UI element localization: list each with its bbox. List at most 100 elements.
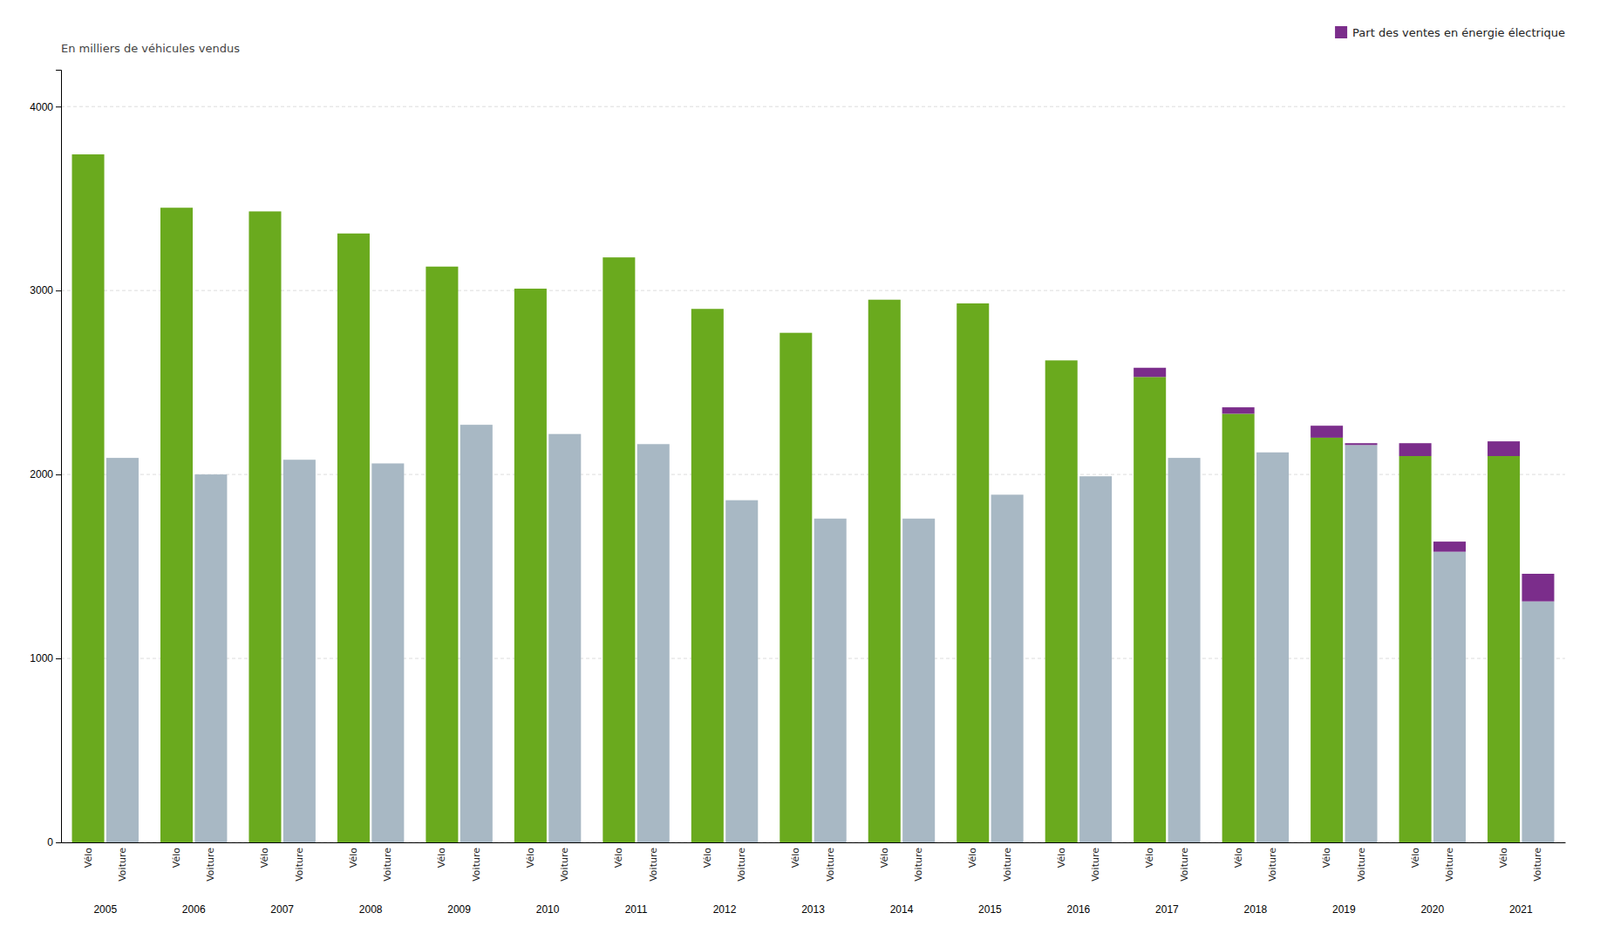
y-axis: 0 1000 2000 3000 4000 xyxy=(29,70,62,850)
x-tick: 2006 xyxy=(182,842,206,916)
bar-segment xyxy=(1433,541,1466,552)
y-tick-mark xyxy=(55,106,62,108)
sub-category-label: Voiture xyxy=(1355,847,1368,882)
bar-segment xyxy=(868,299,901,300)
y-tick-mark xyxy=(55,842,62,844)
y-axis-line xyxy=(55,70,62,844)
y-tick: 1000 xyxy=(29,652,62,665)
bar-segment xyxy=(514,288,547,290)
sub-category-label: Voiture xyxy=(204,847,217,882)
bar-segment xyxy=(1345,444,1378,843)
x-tick-label: 2015 xyxy=(978,903,1002,916)
bar-segment xyxy=(337,233,370,843)
y-tick-label: 2000 xyxy=(29,468,54,481)
sub-category-label: Vélo xyxy=(524,847,537,868)
bar-segment xyxy=(283,459,316,843)
bar-segment xyxy=(194,474,227,476)
x-tick: 2021 xyxy=(1509,842,1533,916)
x-tick: 2014 xyxy=(890,842,914,916)
sub-category-label: Voiture xyxy=(293,847,306,882)
sub-category-label: Voiture xyxy=(381,847,394,882)
sub-labels: Vélo Voiture Vélo Voiture Vélo Voiture Vélo Voi… xyxy=(82,847,1545,882)
x-tick-label: 2007 xyxy=(270,903,294,916)
y-tick-label: 1000 xyxy=(29,652,54,665)
bars xyxy=(72,154,1555,843)
plot: 0100020003000400020052006200720082009201… xyxy=(29,26,1566,916)
bar-segment xyxy=(1487,441,1520,457)
bar-segment xyxy=(956,302,989,304)
sub-category-label: Vélo xyxy=(347,847,360,868)
bar-segment xyxy=(1433,551,1466,843)
bar-segment xyxy=(691,308,724,310)
y-tick: 3000 xyxy=(29,284,62,297)
y-tick: 0 xyxy=(47,836,62,849)
x-axis: 2005200620072008200920102011201220132014… xyxy=(61,842,1566,916)
sub-category-label: Voiture xyxy=(1089,847,1102,882)
sub-category-label: Vélo xyxy=(612,847,625,868)
legend-item: Part des ventes en énergie électrique xyxy=(1334,26,1566,40)
chart: 0100020003000400020052006200720082009201… xyxy=(0,0,1600,947)
sub-category-label: Voiture xyxy=(116,847,129,882)
bar-segment xyxy=(514,288,547,843)
bar-segment xyxy=(283,459,316,461)
sub-category-label: Voiture xyxy=(824,847,837,882)
sub-category-label: Vélo xyxy=(966,847,979,868)
bar-segment xyxy=(902,517,935,519)
legend: Part des ventes en énergie électrique xyxy=(1334,26,1566,40)
bar-segment xyxy=(1079,476,1112,477)
y-axis-title: En milliers de véhicules vendus xyxy=(61,41,240,55)
bar-segment xyxy=(548,434,581,843)
y-tick: 4000 xyxy=(29,101,62,114)
grid-line xyxy=(61,106,1566,108)
sub-category-label: Voiture xyxy=(1531,847,1544,882)
x-tick-label: 2020 xyxy=(1420,903,1444,916)
bar-segment xyxy=(337,232,370,234)
bar-segment xyxy=(548,433,581,435)
bar-segment xyxy=(371,462,404,464)
bar-segment xyxy=(1256,452,1289,843)
x-tick-label: 2018 xyxy=(1244,903,1268,916)
bar-segment xyxy=(991,494,1024,843)
x-tick-label: 2019 xyxy=(1332,903,1356,916)
bar-segment xyxy=(425,266,458,843)
x-tick-label: 2014 xyxy=(890,903,914,916)
sub-category-label: Vélo xyxy=(258,847,271,868)
bar-segment xyxy=(1399,456,1432,843)
bar-segment xyxy=(1521,601,1554,843)
sub-category-label: Vélo xyxy=(878,847,891,868)
bar-segment xyxy=(72,154,105,843)
bar-segment xyxy=(1079,476,1112,843)
bar-segment xyxy=(602,257,635,259)
bar-segment xyxy=(1310,437,1343,843)
bar-segment xyxy=(637,443,670,843)
bar-segment xyxy=(1345,442,1378,445)
bar-segment xyxy=(1222,407,1255,414)
sub-category-label: Voiture xyxy=(647,847,660,882)
sub-category-label: Voiture xyxy=(912,847,925,882)
x-tick-label: 2005 xyxy=(93,903,117,916)
x-tick: 2020 xyxy=(1420,842,1444,916)
y-tick: 2000 xyxy=(29,468,62,481)
bar-segment xyxy=(1521,573,1554,602)
bar-segment xyxy=(779,332,812,334)
sub-category-label: Vélo xyxy=(1055,847,1068,868)
x-tick-label: 2009 xyxy=(447,903,471,916)
bar-segment xyxy=(371,462,404,843)
sub-category-label: Vélo xyxy=(701,847,714,868)
bar-segment xyxy=(425,265,458,267)
x-tick: 2017 xyxy=(1155,842,1179,916)
grid-line xyxy=(61,290,1566,292)
bar-segment xyxy=(725,500,758,843)
bar-segment xyxy=(106,457,139,459)
bar-segment xyxy=(1487,456,1520,843)
bar-segment xyxy=(868,299,901,843)
y-tick-mark xyxy=(55,658,62,660)
sub-category-label: Voiture xyxy=(1443,847,1456,882)
x-tick: 2010 xyxy=(536,842,560,916)
bar-segment xyxy=(72,154,105,156)
bar-segment xyxy=(814,517,847,519)
bar-segment xyxy=(902,518,935,843)
sub-category-label: Voiture xyxy=(470,847,483,882)
y-tick-mark xyxy=(55,290,62,292)
bar-segment xyxy=(106,457,139,843)
